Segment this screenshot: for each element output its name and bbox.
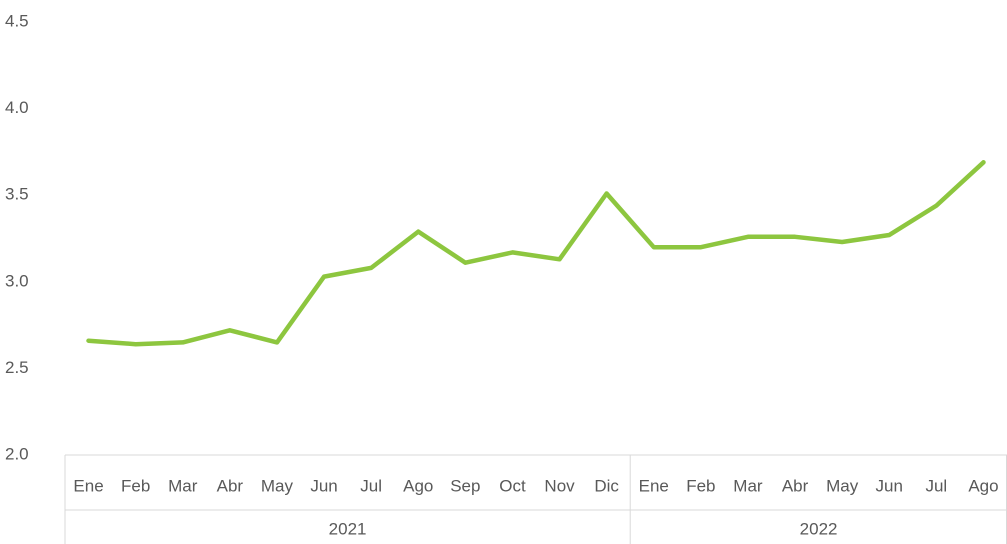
- x-tick-label: Abr: [217, 476, 244, 495]
- x-tick-label: Ene: [73, 476, 103, 495]
- x-tick-label: Feb: [686, 476, 715, 495]
- x-tick-label: Ago: [403, 476, 433, 495]
- x-tick-label: Mar: [733, 476, 763, 495]
- x-tick-label: Jul: [925, 476, 947, 495]
- y-tick-label: 3.5: [5, 185, 29, 204]
- group-label: 2021: [329, 519, 367, 538]
- x-tick-label: Ene: [639, 476, 669, 495]
- x-tick-label: Feb: [121, 476, 150, 495]
- y-tick-label: 4.5: [5, 11, 29, 30]
- y-tick-label: 3.0: [5, 271, 29, 290]
- x-tick-label: Ago: [968, 476, 998, 495]
- x-tick-label: Sep: [450, 476, 480, 495]
- x-tick-label: May: [826, 476, 859, 495]
- x-tick-label: Jun: [310, 476, 337, 495]
- x-tick-label: Mar: [168, 476, 198, 495]
- x-tick-label: May: [261, 476, 294, 495]
- x-tick-label: Jul: [360, 476, 382, 495]
- x-tick-label: Dic: [594, 476, 619, 495]
- y-tick-label: 2.0: [5, 444, 29, 463]
- data-line: [86, 160, 986, 347]
- x-tick-label: Jun: [876, 476, 903, 495]
- group-label: 2022: [800, 519, 838, 538]
- y-tick-label: 4.0: [5, 98, 29, 117]
- y-tick-label: 2.5: [5, 358, 29, 377]
- x-tick-label: Nov: [544, 476, 575, 495]
- x-tick-label: Abr: [782, 476, 809, 495]
- x-tick-label: Oct: [499, 476, 526, 495]
